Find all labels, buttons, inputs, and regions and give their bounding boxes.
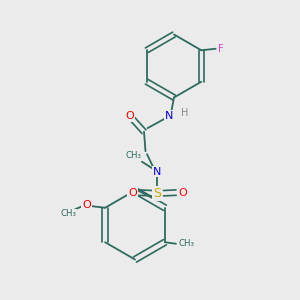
Text: N: N xyxy=(153,167,162,177)
Text: CH₃: CH₃ xyxy=(61,209,76,218)
Text: O: O xyxy=(128,188,137,198)
Text: O: O xyxy=(125,111,134,121)
Text: F: F xyxy=(218,44,224,54)
Text: CH₃: CH₃ xyxy=(178,239,194,248)
Text: O: O xyxy=(178,188,187,198)
Text: H: H xyxy=(182,107,189,118)
Text: S: S xyxy=(154,187,161,200)
Text: N: N xyxy=(165,111,174,121)
Text: O: O xyxy=(82,200,91,210)
Text: CH₃: CH₃ xyxy=(125,151,142,160)
